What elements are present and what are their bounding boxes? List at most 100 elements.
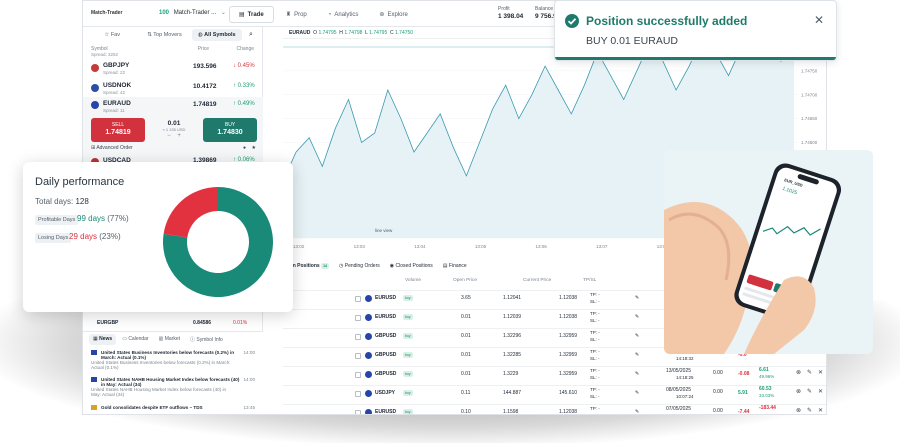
position-open-price: 1.12041 (503, 295, 522, 301)
edit-icon[interactable]: ✎ (635, 295, 640, 301)
flag-icon (365, 314, 372, 321)
edit-icon[interactable]: ✎ (635, 333, 640, 339)
position-swap: 5.91 (738, 390, 748, 396)
buy-button[interactable]: BUY 1.74830 (203, 118, 257, 142)
positions-tabs: Open Positions 14 ◷ Pending Orders ◉ Clo… (283, 263, 467, 273)
tab-fav[interactable]: ☆ Fav (104, 32, 120, 38)
tab-pending-orders[interactable]: ◷ Pending Orders (338, 263, 380, 269)
account-name: Match-Trader ... (173, 10, 217, 16)
share-icon[interactable]: ⊗ (796, 370, 802, 376)
line-view-label: line view (375, 228, 393, 233)
watchlist-row[interactable]: USDNOK Spread: 42 10.4172 ↑ 0.33% (83, 81, 263, 99)
row-checkbox[interactable] (355, 353, 361, 359)
volume-control[interactable]: 0.01 ≈ 1 135 USD − + (149, 120, 199, 139)
flag-icon (365, 295, 372, 302)
edit-icon[interactable]: ✎ (807, 408, 813, 414)
tab-open-positions[interactable]: Open Positions 14 (283, 263, 329, 269)
advanced-order-toggle[interactable]: ⊞ Advanced Order ★ ● (91, 145, 256, 151)
position-symbol: EURUSD (375, 409, 397, 415)
share-icon[interactable]: ⊗ (796, 389, 802, 395)
row-checkbox[interactable] (355, 372, 361, 378)
position-row[interactable]: GBPUSD buy 0.01 1.3229 1.32959 TP: - SL: - ✎ 13/… (283, 366, 826, 381)
watchlist-row[interactable]: EURGBP 0.84586 0.01% (97, 320, 248, 326)
clock-icon: ◷ (338, 263, 345, 269)
close-icon[interactable]: ✕ (818, 408, 824, 414)
news-tabs: ▦ News ▭ Calendar ▥ Market ⓘ Symbol Info (83, 332, 263, 347)
x-tick-label: 13:08 (657, 244, 669, 249)
donut-slice-profitable (163, 187, 273, 297)
news-item[interactable]: Gold consolidates despite ETF outflows –… (91, 405, 261, 410)
position-tp: TP: - (590, 406, 600, 411)
news-panel: ▦ News ▭ Calendar ▥ Market ⓘ Symbol Info… (83, 331, 263, 414)
side-badge: buy (403, 409, 413, 414)
position-row[interactable]: USDJPY buy 0.11 144.887 145.610 TP: - SL: - ✎ 08… (283, 385, 826, 400)
position-sl: SL: - (590, 318, 600, 323)
finance-icon: ▤ (442, 263, 449, 269)
profitable-days: 99 days (77%) (77, 214, 129, 223)
edit-icon[interactable]: ✎ (807, 389, 813, 395)
edit-icon[interactable]: ✎ (635, 352, 640, 358)
edit-icon[interactable]: ✎ (635, 314, 640, 320)
position-volume: 0.11 (461, 390, 471, 396)
position-commission: 0.00 (713, 370, 723, 376)
position-row[interactable]: EURUSD buy 0.10 1.1598 1.12038 TP: - SL: - ✎ 07/… (283, 404, 826, 415)
tab-calendar[interactable]: ▭ Calendar (122, 336, 149, 342)
row-checkbox[interactable] (355, 391, 361, 397)
position-tp: TP: - (590, 311, 600, 316)
edit-icon[interactable]: ✎ (635, 371, 640, 377)
tab-all-symbols[interactable]: ◍ All Symbols (191, 29, 242, 41)
position-time: 14:18:32 (676, 356, 694, 361)
watchlist-row[interactable]: GBPJPY Spread: 22 193.596 ↓ 0.45% (83, 61, 263, 79)
plus-icon[interactable]: + (177, 133, 181, 139)
side-badge: buy (403, 295, 413, 301)
edit-icon[interactable]: ✎ (807, 370, 813, 376)
position-volume: 3.65 (461, 295, 471, 301)
row-checkbox[interactable] (355, 315, 361, 321)
position-current-price: 1.12038 (559, 314, 578, 320)
daily-performance-card: Daily performance Total days: 128 Profit… (23, 162, 293, 312)
x-tick-label: 13:04 (414, 244, 426, 249)
news-item[interactable]: United States Business Inventories below… (91, 350, 255, 370)
x-tick-label: 13:03 (354, 244, 366, 249)
tab-trade[interactable]: ▤ Trade (229, 6, 274, 23)
close-icon[interactable]: ✕ (818, 389, 824, 395)
sell-button[interactable]: SELL 1.74819 (91, 118, 145, 142)
position-sl: SL: - (590, 394, 600, 399)
edit-icon[interactable]: ✎ (635, 409, 640, 415)
row-checkbox[interactable] (355, 334, 361, 340)
tab-analytics[interactable]: ◔ Analytics (327, 11, 359, 18)
tab-symbol-info[interactable]: ⓘ Symbol Info (190, 337, 223, 343)
close-icon[interactable]: ✕ (818, 370, 824, 376)
position-commission: 0.00 (713, 408, 723, 414)
tab-explore[interactable]: ⊛ Explore (379, 11, 408, 19)
position-swap: -7.44 (738, 409, 750, 415)
tab-top-movers[interactable]: ⇅ Top Movers (147, 32, 182, 38)
row-checkbox[interactable] (355, 410, 361, 414)
losing-days: 29 days (23%) (69, 232, 121, 241)
star-icon[interactable]: ★ (251, 145, 256, 151)
news-icon: ▦ (93, 336, 100, 342)
minus-icon[interactable]: − (167, 133, 171, 139)
position-symbol: USDJPY (375, 390, 396, 396)
position-volume: 0.01 (461, 314, 471, 320)
news-item[interactable]: United States NAHB Housing Market Index … (91, 377, 255, 397)
y-tick-label: 1.74750 (801, 68, 818, 73)
position-sl: SL: - (590, 356, 600, 361)
profit-stat: Profit 1 398.04 (498, 6, 524, 20)
account-selector[interactable]: 100 Match-Trader ... ⌄ (159, 9, 226, 16)
tab-prop[interactable]: ♜ Prop (285, 11, 307, 19)
search-icon[interactable]: ⌕ (249, 31, 253, 38)
side-badge: buy (403, 390, 413, 396)
tab-market[interactable]: ▥ Market (158, 336, 181, 342)
tab-news[interactable]: ▦ News (89, 334, 117, 345)
profit-value: 1 398.04 (498, 13, 524, 20)
tab-finance[interactable]: ▤ Finance (442, 263, 467, 269)
close-icon[interactable]: ✕ (813, 13, 824, 27)
volume-value: 0.01 (167, 120, 181, 127)
edit-icon[interactable]: ✎ (635, 390, 640, 396)
position-net-pl: -183.44 (759, 405, 776, 411)
share-icon[interactable]: ⊗ (796, 408, 802, 414)
row-checkbox[interactable] (355, 296, 361, 302)
volume-sub: ≈ 1 135 USD (162, 127, 186, 132)
tab-closed-positions[interactable]: ◉ Closed Positions (389, 263, 433, 269)
